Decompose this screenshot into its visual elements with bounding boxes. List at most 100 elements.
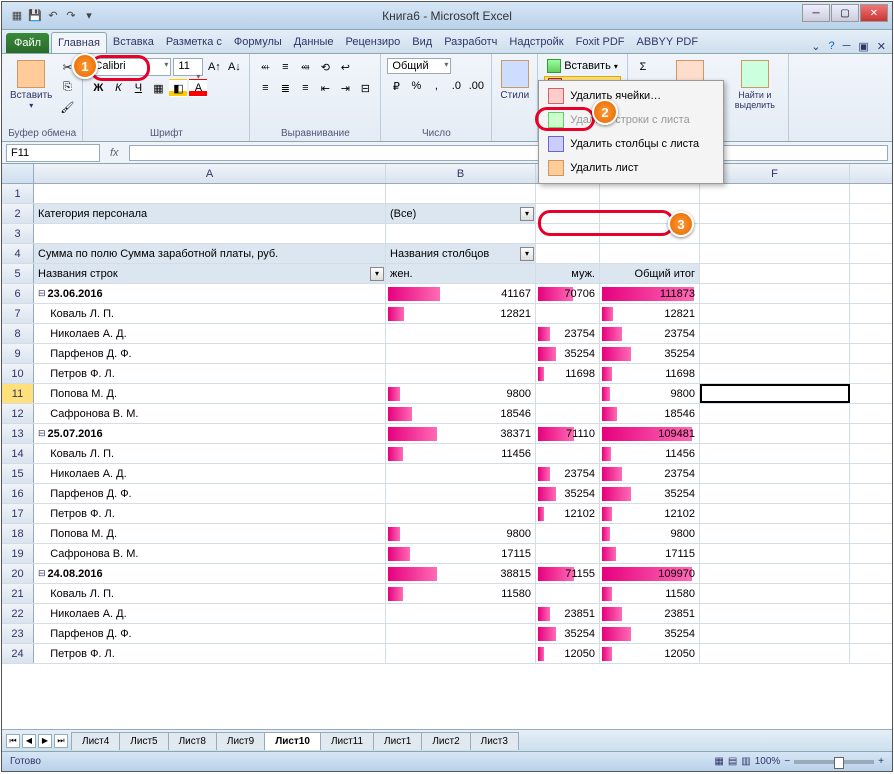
row-header[interactable]: 14	[2, 444, 34, 463]
cell[interactable]	[700, 324, 850, 343]
cell[interactable]: 12102	[536, 504, 600, 523]
zoom-in-icon[interactable]: +	[878, 756, 884, 767]
sheet-tab-Лист5[interactable]: Лист5	[119, 732, 168, 750]
orientation-icon[interactable]: ⟲	[316, 58, 334, 76]
row-header[interactable]: 12	[2, 404, 34, 423]
autosum-icon[interactable]: Σ	[634, 58, 652, 76]
cell[interactable]	[386, 464, 536, 483]
cell[interactable]	[386, 184, 536, 203]
row-header[interactable]: 22	[2, 604, 34, 623]
cell[interactable]: Названия столбцов▾	[386, 244, 536, 263]
cell[interactable]	[700, 404, 850, 423]
qat-more-icon[interactable]: ▾	[82, 9, 96, 23]
sheet-tab-Лист2[interactable]: Лист2	[421, 732, 470, 750]
cell[interactable]	[600, 184, 700, 203]
row-header[interactable]: 23	[2, 624, 34, 643]
row-header[interactable]: 17	[2, 504, 34, 523]
cell[interactable]: Николаев А. Д.	[34, 464, 386, 483]
cell[interactable]	[536, 544, 600, 563]
row-header[interactable]: 8	[2, 324, 34, 343]
cell[interactable]: Коваль Л. П.	[34, 304, 386, 323]
ribbon-minimize-icon[interactable]: ⌄	[811, 40, 820, 53]
col-header-B[interactable]: B	[386, 164, 536, 183]
copy-icon[interactable]: ⎘	[58, 78, 76, 96]
font-color-icon[interactable]: A	[189, 79, 207, 97]
select-all-corner[interactable]	[2, 164, 34, 183]
cell[interactable]: 23754	[536, 324, 600, 343]
tab-Данные[interactable]: Данные	[288, 32, 340, 53]
percent-icon[interactable]: %	[407, 77, 425, 95]
cell[interactable]	[34, 184, 386, 203]
cell[interactable]: 18546	[386, 404, 536, 423]
cell[interactable]: 23754	[536, 464, 600, 483]
cell[interactable]: Петров Ф. Л.	[34, 504, 386, 523]
inc-decimal-icon[interactable]: .0	[447, 77, 465, 95]
row-header[interactable]: 15	[2, 464, 34, 483]
cell[interactable]: Попова М. Д.	[34, 524, 386, 543]
cell[interactable]	[386, 504, 536, 523]
cell[interactable]	[536, 584, 600, 603]
cell[interactable]: 35254	[536, 484, 600, 503]
cell[interactable]: 35254	[536, 344, 600, 363]
font-size-combo[interactable]: 11	[173, 58, 203, 76]
row-header[interactable]: 2	[2, 204, 34, 223]
help-icon[interactable]: ?	[828, 40, 834, 53]
cell[interactable]: 109970	[600, 564, 700, 583]
view-normal-icon[interactable]: ▦	[714, 756, 723, 767]
sheet-tab-Лист8[interactable]: Лист8	[168, 732, 217, 750]
cell[interactable]: 11580	[600, 584, 700, 603]
name-box[interactable]: F11	[6, 144, 100, 162]
italic-icon[interactable]: К	[109, 79, 127, 97]
row-header[interactable]: 9	[2, 344, 34, 363]
cell[interactable]	[536, 244, 600, 263]
cell[interactable]	[536, 184, 600, 203]
sheet-nav-last[interactable]: ⏭	[54, 734, 68, 748]
cell[interactable]	[536, 524, 600, 543]
cell[interactable]: 109481	[600, 424, 700, 443]
formula-input[interactable]	[129, 145, 888, 161]
comma-icon[interactable]: ,	[427, 77, 445, 95]
delete-menu-sheet[interactable]: Удалить лист	[542, 156, 720, 180]
col-header-A[interactable]: A	[34, 164, 386, 183]
cell[interactable]: 18546	[600, 404, 700, 423]
cell[interactable]: Парфенов Д. Ф.	[34, 624, 386, 643]
redo-icon[interactable]: ↷	[64, 9, 78, 23]
zoom-out-icon[interactable]: −	[784, 756, 790, 767]
row-header[interactable]: 24	[2, 644, 34, 663]
row-header[interactable]: 21	[2, 584, 34, 603]
cell[interactable]	[600, 244, 700, 263]
cell[interactable]	[700, 384, 850, 403]
align-center-icon[interactable]: ≣	[276, 79, 294, 97]
cell[interactable]: 71110	[536, 424, 600, 443]
cell[interactable]: Петров Ф. Л.	[34, 644, 386, 663]
dec-decimal-icon[interactable]: .00	[467, 77, 485, 95]
cell[interactable]	[536, 444, 600, 463]
cell[interactable]: 11456	[386, 444, 536, 463]
merge-icon[interactable]: ⊟	[356, 79, 374, 97]
cell[interactable]: Сафронова В. М.	[34, 404, 386, 423]
cell[interactable]: Парфенов Д. Ф.	[34, 484, 386, 503]
cell[interactable]: 111873	[600, 284, 700, 303]
cell[interactable]: 12821	[386, 304, 536, 323]
cell[interactable]	[700, 464, 850, 483]
cell[interactable]	[700, 264, 850, 283]
cell[interactable]: муж.	[536, 264, 600, 283]
cell[interactable]	[536, 204, 600, 223]
view-layout-icon[interactable]: ▤	[728, 756, 737, 767]
tab-Вид[interactable]: Вид	[406, 32, 438, 53]
delete-menu-cells[interactable]: Удалить ячейки…	[542, 84, 720, 108]
cell[interactable]	[536, 384, 600, 403]
row-header[interactable]: 19	[2, 544, 34, 563]
cell[interactable]	[700, 644, 850, 663]
tab-Надстройк[interactable]: Надстройк	[503, 32, 569, 53]
align-middle-icon[interactable]: ≡	[276, 58, 294, 76]
cell[interactable]	[386, 344, 536, 363]
tab-Формулы[interactable]: Формулы	[228, 32, 288, 53]
fill-color-icon[interactable]: ◧	[169, 79, 187, 97]
cell[interactable]	[536, 304, 600, 323]
cell[interactable]: 12102	[600, 504, 700, 523]
cell[interactable]: ⊟25.07.2016	[34, 424, 386, 443]
indent-dec-icon[interactable]: ⇤	[316, 79, 334, 97]
sheet-tab-Лист10[interactable]: Лист10	[264, 732, 321, 750]
cell[interactable]: Парфенов Д. Ф.	[34, 344, 386, 363]
